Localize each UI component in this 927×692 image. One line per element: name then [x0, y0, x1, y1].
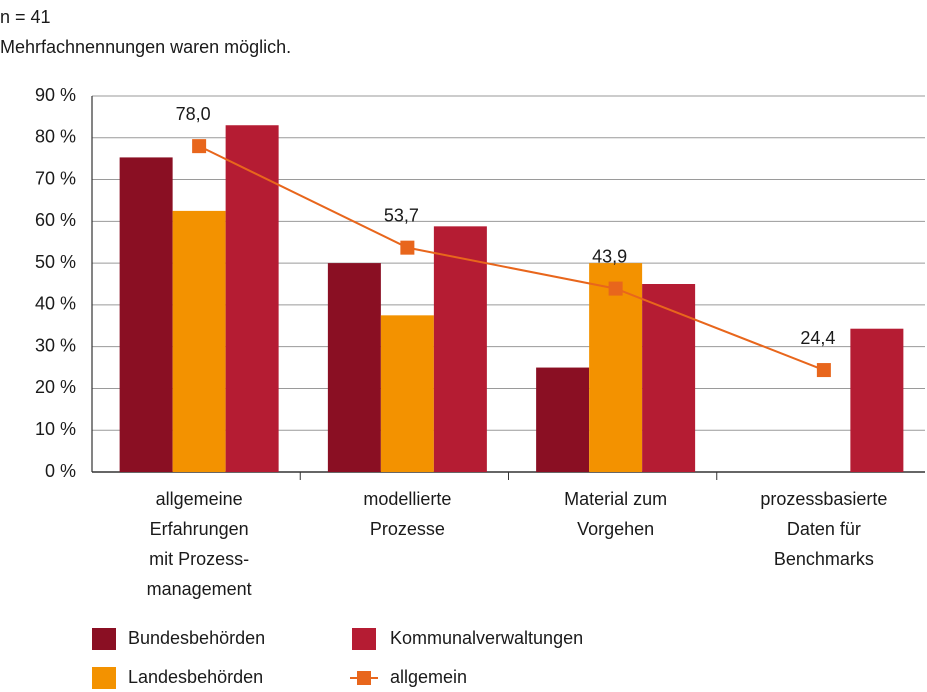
- data-label: 24,4: [800, 328, 835, 348]
- y-tick-label: 10 %: [35, 419, 76, 439]
- x-tick-label: Material zum Vorgehen: [564, 489, 667, 539]
- data-label: 43,9: [592, 246, 627, 266]
- legend-label: Kommunalverwaltungen: [390, 628, 583, 648]
- note: n = 41: [0, 7, 51, 27]
- note: Mehrfachnennungen waren möglich.: [0, 37, 291, 57]
- legend-label: Bundesbehörden: [128, 628, 265, 648]
- y-tick-label: 0 %: [45, 461, 76, 481]
- legend-label: allgemein: [390, 667, 467, 687]
- line-marker: [400, 240, 415, 255]
- y-tick-label: 80 %: [35, 127, 76, 147]
- bar: [850, 328, 904, 472]
- y-tick-label: 40 %: [35, 294, 76, 314]
- bar: [642, 284, 696, 472]
- bar: [380, 315, 434, 472]
- legend-label: Landesbehörden: [128, 667, 263, 687]
- data-label: 53,7: [384, 205, 419, 225]
- line: [198, 145, 825, 371]
- y-tick-label: 60 %: [35, 210, 76, 230]
- legend-swatch: [92, 667, 116, 689]
- y-tick-label: 90 %: [35, 85, 76, 105]
- y-tick-label: 20 %: [35, 377, 76, 397]
- bar: [172, 210, 226, 472]
- bar: [119, 157, 173, 472]
- legend-swatch: [92, 628, 116, 650]
- line-marker: [816, 363, 831, 378]
- legend-marker: [357, 671, 371, 685]
- x-tick-label: modellierte Prozesse: [363, 489, 451, 539]
- line-marker: [192, 139, 207, 154]
- x-tick-label: prozessbasierte Daten für Benchmarks: [760, 489, 887, 569]
- data-label: 78,0: [176, 104, 211, 124]
- y-tick-label: 50 %: [35, 252, 76, 272]
- bar: [327, 263, 381, 472]
- bar: [589, 263, 643, 472]
- x-tick-label: allgemeine Erfahrungen mit Prozess-managem…: [147, 489, 252, 599]
- y-tick-label: 30 %: [35, 335, 76, 355]
- bar: [225, 125, 279, 472]
- y-tick-label: 70 %: [35, 168, 76, 188]
- bar: [433, 226, 487, 472]
- legend-swatch: [352, 628, 376, 650]
- bar: [536, 367, 590, 472]
- line-marker: [608, 281, 623, 296]
